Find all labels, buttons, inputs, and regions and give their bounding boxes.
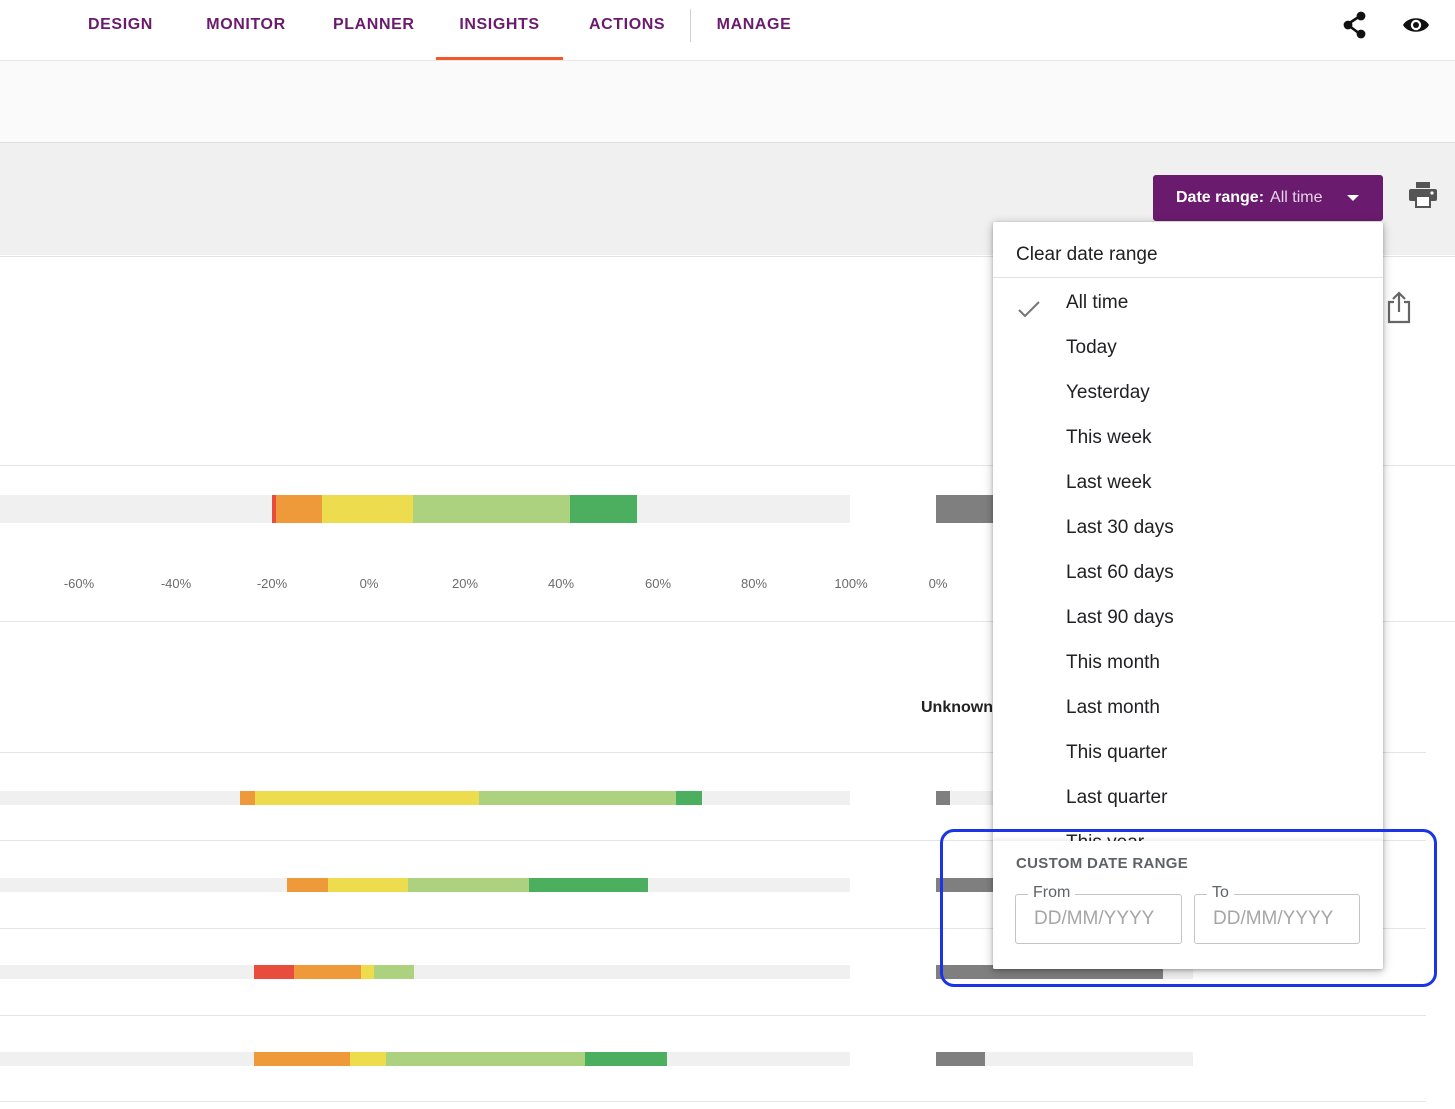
row-bar-track: [0, 878, 850, 892]
row-bar-track: [0, 1052, 850, 1066]
option-last-60-days[interactable]: Last 60 days: [1066, 562, 1174, 583]
date-range-dropdown: Clear date range All time Today Yesterda…: [993, 222, 1383, 969]
axis-tick: 20%: [451, 576, 479, 591]
option-last-quarter[interactable]: Last quarter: [1066, 787, 1168, 808]
segment-negative: [254, 1052, 350, 1066]
segment-negative: [240, 791, 255, 805]
option-label: All time: [1066, 292, 1129, 313]
option-last-30-days[interactable]: Last 30 days: [1066, 517, 1174, 538]
row-unknown-track: [936, 878, 996, 892]
segment-neutral: [322, 495, 413, 523]
summary-unknown-track: [936, 495, 996, 523]
segment-positive: [413, 495, 570, 523]
row-bar-track: [0, 791, 850, 805]
sub-header: [0, 61, 1455, 143]
segment-neutral: [361, 965, 374, 979]
summary-bar-track: [0, 495, 850, 523]
date-range-button[interactable]: Date range: All time: [1153, 175, 1383, 221]
axis-tick: -40%: [160, 576, 192, 591]
option-last-month[interactable]: Last month: [1066, 697, 1160, 718]
option-this-quarter[interactable]: This quarter: [1066, 742, 1168, 763]
check-icon: [1017, 292, 1041, 337]
segment-positive: [374, 965, 414, 979]
option-last-90-days[interactable]: Last 90 days: [1066, 607, 1174, 628]
axis-tick: 0%: [359, 576, 379, 591]
custom-date-range-section: CUSTOM DATE RANGE From To: [993, 841, 1383, 969]
export-icon[interactable]: [1385, 290, 1413, 329]
option-last-week[interactable]: Last week: [1066, 472, 1152, 493]
date-range-label: Date range:: [1176, 189, 1265, 206]
option-this-month[interactable]: This month: [1066, 652, 1160, 673]
axis-tick: -60%: [63, 576, 95, 591]
segment-positive: [386, 1052, 585, 1066]
to-date-input[interactable]: [1195, 895, 1359, 943]
segment-unknown: [936, 495, 996, 523]
from-label: From: [1028, 884, 1076, 902]
segment-neutral: [255, 791, 479, 805]
option-all-time[interactable]: All time: [993, 280, 1383, 325]
row-bar-track: [0, 965, 850, 979]
tab-insights[interactable]: INSIGHTS: [436, 0, 563, 60]
divider: [0, 465, 1455, 466]
to-label: To: [1207, 884, 1234, 902]
segment-negative: [276, 495, 322, 523]
divider: [0, 621, 1455, 622]
segment-very-positive: [676, 791, 702, 805]
option-this-year[interactable]: This year: [993, 820, 1383, 841]
row-divider: [0, 1101, 1426, 1102]
segment-very-positive: [585, 1052, 667, 1066]
tab-design[interactable]: DESIGN: [88, 16, 153, 33]
segment-unknown: [936, 791, 950, 805]
segment-neutral: [350, 1052, 386, 1066]
clear-date-range-option[interactable]: Clear date range: [993, 222, 1383, 278]
segment-negative: [294, 965, 361, 979]
axis-tick: 80%: [740, 576, 768, 591]
from-date-input[interactable]: [1016, 895, 1181, 943]
column-header-unknown: Unknown: [921, 699, 993, 716]
segment-very-positive: [529, 878, 648, 892]
share-icon[interactable]: [1341, 10, 1369, 40]
tab-manage[interactable]: MANAGE: [716, 16, 792, 33]
top-nav: DESIGN MONITOR PLANNER INSIGHTS ACTIONS …: [0, 0, 1455, 61]
eye-icon[interactable]: [1401, 10, 1431, 40]
tab-monitor[interactable]: MONITOR: [206, 16, 286, 33]
segment-positive: [479, 791, 676, 805]
option-today[interactable]: Today: [1066, 337, 1117, 358]
from-date-field[interactable]: From: [1015, 884, 1182, 944]
print-icon[interactable]: [1408, 181, 1438, 214]
option-yesterday[interactable]: Yesterday: [1066, 382, 1150, 403]
row-unknown-track: [936, 791, 996, 805]
custom-date-range-title: CUSTOM DATE RANGE: [1016, 855, 1189, 872]
nav-divider: [690, 9, 691, 42]
row-divider: [0, 1015, 1426, 1016]
axis-tick: 100%: [834, 576, 868, 591]
segment-very-negative: [254, 965, 294, 979]
segment-unknown: [936, 878, 996, 892]
date-range-options-list[interactable]: All time Today Yesterday This week Last …: [993, 279, 1383, 841]
segment-neutral: [328, 878, 408, 892]
row-divider: [0, 928, 1426, 929]
row-unknown-track: [936, 1052, 1193, 1066]
date-range-value: All time: [1270, 189, 1323, 206]
segment-very-positive: [570, 495, 637, 523]
tab-planner[interactable]: PLANNER: [333, 16, 415, 33]
axis-tick-secondary: 0%: [928, 576, 948, 591]
segment-very-negative: [272, 495, 276, 523]
option-this-week[interactable]: This week: [1066, 427, 1152, 448]
axis-tick: 40%: [547, 576, 575, 591]
row-divider: [0, 840, 1426, 841]
segment-unknown: [936, 1052, 985, 1066]
axis-tick: -20%: [256, 576, 288, 591]
axis-tick: 60%: [644, 576, 672, 591]
caret-down-icon: [1347, 195, 1359, 201]
segment-negative: [287, 878, 328, 892]
to-date-field[interactable]: To: [1194, 884, 1360, 944]
tab-actions[interactable]: ACTIONS: [589, 16, 666, 33]
segment-positive: [408, 878, 529, 892]
row-divider: [0, 752, 1426, 753]
